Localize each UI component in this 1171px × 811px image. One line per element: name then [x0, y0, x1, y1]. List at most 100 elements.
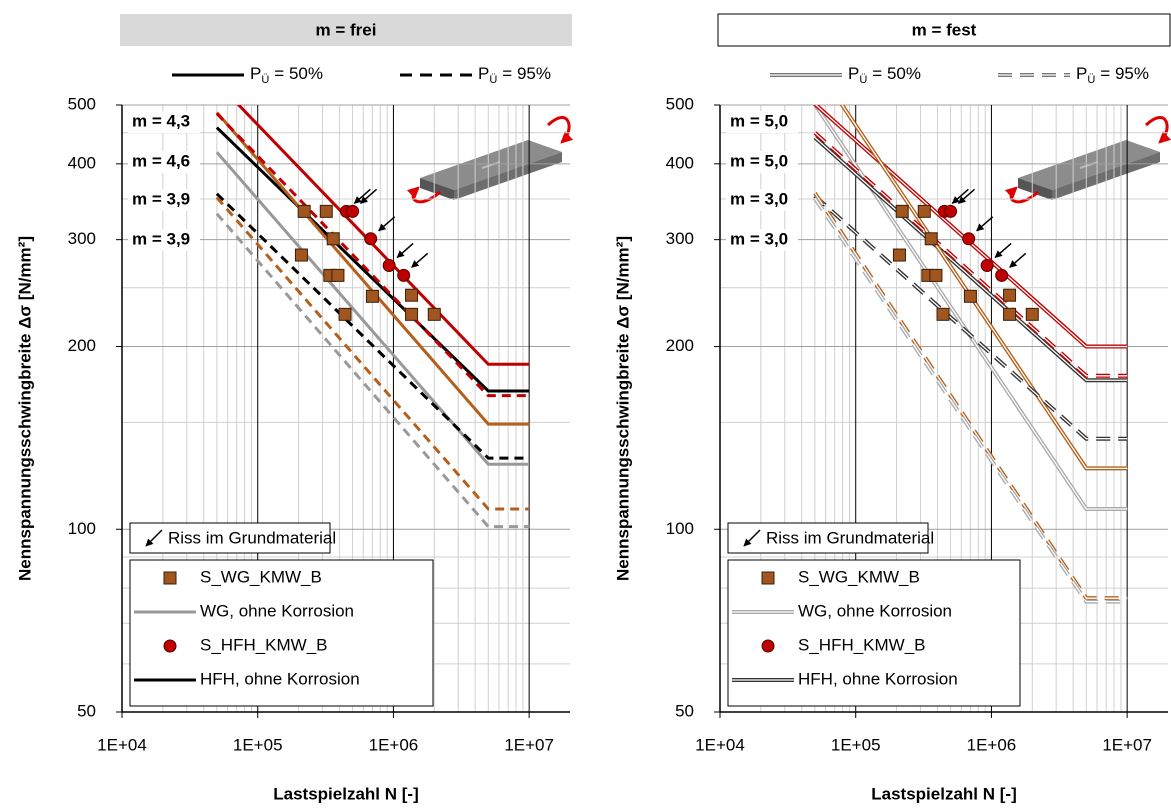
plot-area — [215, 105, 530, 529]
x-tick-label: 1E+04 — [97, 735, 147, 754]
legend-subscript: Ü — [261, 74, 269, 86]
x-tick-label: 1E+06 — [369, 735, 419, 754]
y-tick-label: 200 — [68, 336, 96, 355]
data-point — [944, 204, 958, 218]
annotation: m = 3,0 — [730, 229, 788, 248]
curve — [215, 112, 530, 398]
data-point — [929, 268, 943, 282]
data-point — [1003, 307, 1017, 321]
y-tick-label: 50 — [77, 701, 96, 720]
y-tick-label: 300 — [666, 229, 694, 248]
annotation-bg — [726, 151, 798, 173]
data-point — [338, 307, 352, 321]
data-point — [1003, 288, 1017, 302]
legend-value: = 95% — [1100, 64, 1149, 83]
y-tick-label: 200 — [666, 336, 694, 355]
annotation: m = 4,3 — [132, 111, 190, 130]
legend-symbol: P — [250, 64, 261, 83]
plot-area — [813, 105, 1128, 604]
legend-label: S_HFH_KMW_B — [798, 635, 926, 654]
curve-inner — [841, 105, 1128, 469]
note-arrow — [743, 529, 761, 547]
x-tick-label: 1E+05 — [233, 735, 283, 754]
annotation-bg — [726, 189, 798, 211]
data-point — [936, 307, 950, 321]
data-point — [326, 232, 340, 246]
legend-label: WG, ohne Korrosion — [798, 601, 952, 620]
data-point — [331, 268, 345, 282]
legend-subscript: Ü — [859, 74, 867, 86]
data-point — [364, 232, 378, 246]
legend-value: = 50% — [872, 64, 921, 83]
legend-label: PÜ = 95% — [478, 64, 551, 85]
data-point — [962, 232, 976, 246]
x-axis-label: Lastspielzahl N [-] — [871, 784, 1016, 803]
legend-label: PÜ = 50% — [250, 64, 323, 85]
crack-arrow — [360, 188, 378, 204]
legend-label: S_HFH_KMW_B — [200, 635, 328, 654]
annotation: m = 3,9 — [132, 189, 190, 208]
chart-title: m = fest — [912, 20, 977, 39]
title-box — [717, 13, 1171, 47]
curve-inner — [814, 137, 1128, 381]
y-axis-label: Nennspannungsschwingbreite Δσ [N/mm²] — [613, 236, 632, 581]
legend-subscript: Ü — [489, 74, 497, 86]
annotation-bg — [726, 111, 798, 133]
note-text: Riss im Grundmaterial — [168, 528, 336, 547]
data-point — [297, 204, 311, 218]
legend-label: PÜ = 95% — [1076, 64, 1149, 85]
curve — [813, 194, 1128, 441]
data-point — [397, 268, 411, 282]
data-point — [995, 268, 1009, 282]
curve — [215, 196, 530, 511]
data-point — [1025, 307, 1039, 321]
x-tick-label: 1E+04 — [695, 735, 745, 754]
crack-arrow — [1009, 252, 1027, 268]
crack-arrow — [396, 242, 414, 259]
legend-box — [129, 559, 434, 707]
y-tick-label: 400 — [68, 153, 96, 172]
legend-label: HFH, ohne Korrosion — [200, 669, 360, 688]
crack-arrow — [411, 252, 429, 268]
y-tick-label: 50 — [675, 701, 694, 720]
annotation-bg — [128, 111, 200, 133]
curve — [813, 105, 1128, 349]
y-tick-label: 400 — [666, 153, 694, 172]
annotation: m = 4,6 — [132, 151, 190, 170]
legend-marker — [761, 571, 775, 585]
legend-value: = 95% — [502, 64, 551, 83]
data-point — [963, 289, 977, 303]
curve — [839, 105, 1128, 471]
curve-inner — [814, 192, 1128, 599]
x-tick-label: 1E+06 — [967, 735, 1017, 754]
annotation-bg — [128, 151, 200, 173]
legend-subscript: Ü — [1087, 74, 1095, 86]
legend-marker — [163, 639, 177, 653]
legend-label: S_WG_KMW_B — [200, 567, 322, 586]
data-point — [319, 204, 333, 218]
data-point — [405, 288, 419, 302]
curve-inner — [814, 105, 1128, 510]
legend-symbol: P — [848, 64, 859, 83]
curve-inner — [815, 105, 1128, 348]
legend-marker — [761, 639, 775, 653]
beam-icon — [406, 116, 574, 204]
annotation: m = 3,9 — [132, 229, 190, 248]
note-text: Riss im Grundmaterial — [766, 528, 934, 547]
legend-symbol: P — [478, 64, 489, 83]
data-point — [892, 248, 906, 262]
crack-arrow — [976, 216, 994, 232]
data-point — [294, 248, 308, 262]
chart-title: m = frei — [316, 20, 377, 39]
note-arrow — [145, 529, 163, 547]
data-point — [895, 204, 909, 218]
data-point — [924, 232, 938, 246]
title-box — [120, 14, 572, 46]
data-point — [405, 307, 419, 321]
note-box — [727, 522, 929, 554]
x-tick-label: 1E+07 — [504, 735, 554, 754]
y-axis-label: Nennspannungsschwingbreite Δσ [N/mm²] — [15, 236, 34, 581]
curve-inner — [814, 195, 1128, 440]
legend-label: WG, ohne Korrosion — [200, 601, 354, 620]
crack-arrow — [378, 216, 396, 232]
